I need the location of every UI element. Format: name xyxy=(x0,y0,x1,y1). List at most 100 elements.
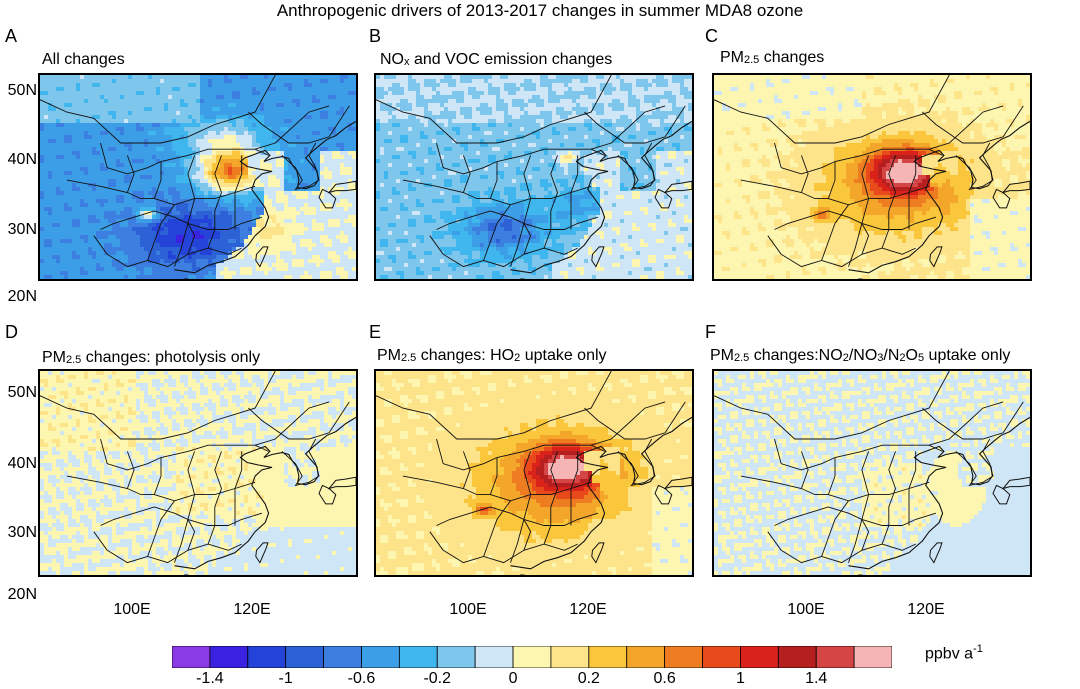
colorbar-swatch xyxy=(361,646,400,668)
border-line xyxy=(827,161,836,199)
colorbar-swatch xyxy=(323,646,362,668)
island-outline xyxy=(929,542,943,564)
colorbar-tick-label: -0.2 xyxy=(407,670,467,688)
border-line xyxy=(881,451,896,545)
colorbar-swatch xyxy=(702,646,741,668)
border-line xyxy=(100,142,269,175)
border-line xyxy=(126,155,135,193)
border-line xyxy=(234,155,243,230)
border-line xyxy=(483,500,511,557)
colorbar-swatch xyxy=(588,646,628,668)
colorbar-swatch xyxy=(285,646,324,668)
island-outline xyxy=(255,542,269,564)
colorbar-swatch xyxy=(777,646,817,668)
border-line xyxy=(281,142,320,191)
border-line xyxy=(800,155,809,193)
ytick-label: 30N xyxy=(0,221,37,239)
border-line xyxy=(489,457,498,495)
border-line xyxy=(234,451,243,526)
border-line xyxy=(827,457,836,495)
coastline xyxy=(174,416,356,570)
border-line xyxy=(207,451,222,545)
border-line xyxy=(436,142,605,175)
border-line xyxy=(402,475,592,502)
coastline xyxy=(510,120,692,274)
border-line xyxy=(740,475,930,502)
map-panel-a xyxy=(38,73,358,281)
border-line xyxy=(510,223,525,267)
panel-title-c: PM2.5 changes xyxy=(720,49,824,67)
colorbar-swatch xyxy=(172,646,211,668)
island-outline xyxy=(663,180,692,194)
border-line xyxy=(40,75,276,144)
border-line xyxy=(376,371,612,440)
colorbar-tick-label: 0.6 xyxy=(635,670,695,688)
border-line xyxy=(248,105,350,144)
colorbar-tick-label: -1.4 xyxy=(180,670,240,688)
panel-title-b: NOx and VOC emission changes xyxy=(380,51,612,69)
border-line xyxy=(376,75,612,144)
colorbar-tick-label: -1 xyxy=(256,670,316,688)
border-line xyxy=(126,451,135,489)
coastline xyxy=(848,416,1030,570)
border-line xyxy=(489,161,498,199)
island-outline xyxy=(591,246,605,268)
border-line xyxy=(106,247,242,268)
island-outline xyxy=(318,188,337,209)
coastline xyxy=(848,120,1030,274)
island-outline xyxy=(992,484,1011,505)
island-outline xyxy=(929,246,943,268)
colorbar-swatch xyxy=(853,646,892,668)
border-line xyxy=(66,475,256,502)
xtick-label: 120E xyxy=(222,601,282,619)
border-line xyxy=(584,105,686,144)
border-line xyxy=(617,142,656,191)
border-line xyxy=(922,105,1024,144)
colorbar-unit: ppbv a-1 xyxy=(925,643,983,663)
border-line xyxy=(780,247,916,268)
border-line xyxy=(780,543,916,564)
border-line xyxy=(187,155,196,255)
panel-letter-b: B xyxy=(369,26,381,47)
colorbar-swatch xyxy=(209,646,249,668)
border-line xyxy=(881,155,896,249)
border-line xyxy=(543,451,558,545)
border-line xyxy=(861,451,870,551)
island-outline xyxy=(318,484,337,505)
colorbar-swatch xyxy=(550,646,590,668)
border-line xyxy=(767,235,782,255)
colorbar-swatch xyxy=(664,646,703,668)
border-line xyxy=(174,519,189,563)
panel-letter-c: C xyxy=(705,26,718,47)
border-line xyxy=(928,401,1004,446)
map-panel-c xyxy=(712,73,1032,281)
border-line xyxy=(570,155,579,230)
border-line xyxy=(584,401,686,440)
border-line xyxy=(254,401,330,446)
border-line xyxy=(821,204,849,261)
border-line xyxy=(617,438,656,487)
map-panel-b xyxy=(374,73,694,281)
island-outline xyxy=(654,484,673,505)
island-outline xyxy=(327,476,356,490)
colorbar-tick-label: 1.4 xyxy=(786,670,846,688)
panel-title-f: PM2.5 changes:NO2/NO3/N2O5 uptake only xyxy=(710,347,1010,365)
ytick-label: 40N xyxy=(0,455,37,473)
panel-title-e: PM2.5 changes: HO2 uptake only xyxy=(377,347,607,365)
coastline xyxy=(510,416,692,570)
border-line xyxy=(147,204,175,261)
island-outline xyxy=(255,246,269,268)
border-line xyxy=(436,438,605,471)
border-line xyxy=(800,451,809,489)
panel-letter-e: E xyxy=(369,322,381,343)
coastline xyxy=(174,120,356,274)
border-line xyxy=(767,531,782,551)
panel-title-d: PM2.5 changes: photolysis only xyxy=(42,349,260,367)
border-line xyxy=(187,451,196,551)
border-line xyxy=(100,438,269,471)
ytick-label: 50N xyxy=(0,82,37,100)
panel-letter-f: F xyxy=(705,322,716,343)
island-outline xyxy=(1001,180,1030,194)
border-line xyxy=(523,451,532,551)
border-line xyxy=(590,401,666,446)
